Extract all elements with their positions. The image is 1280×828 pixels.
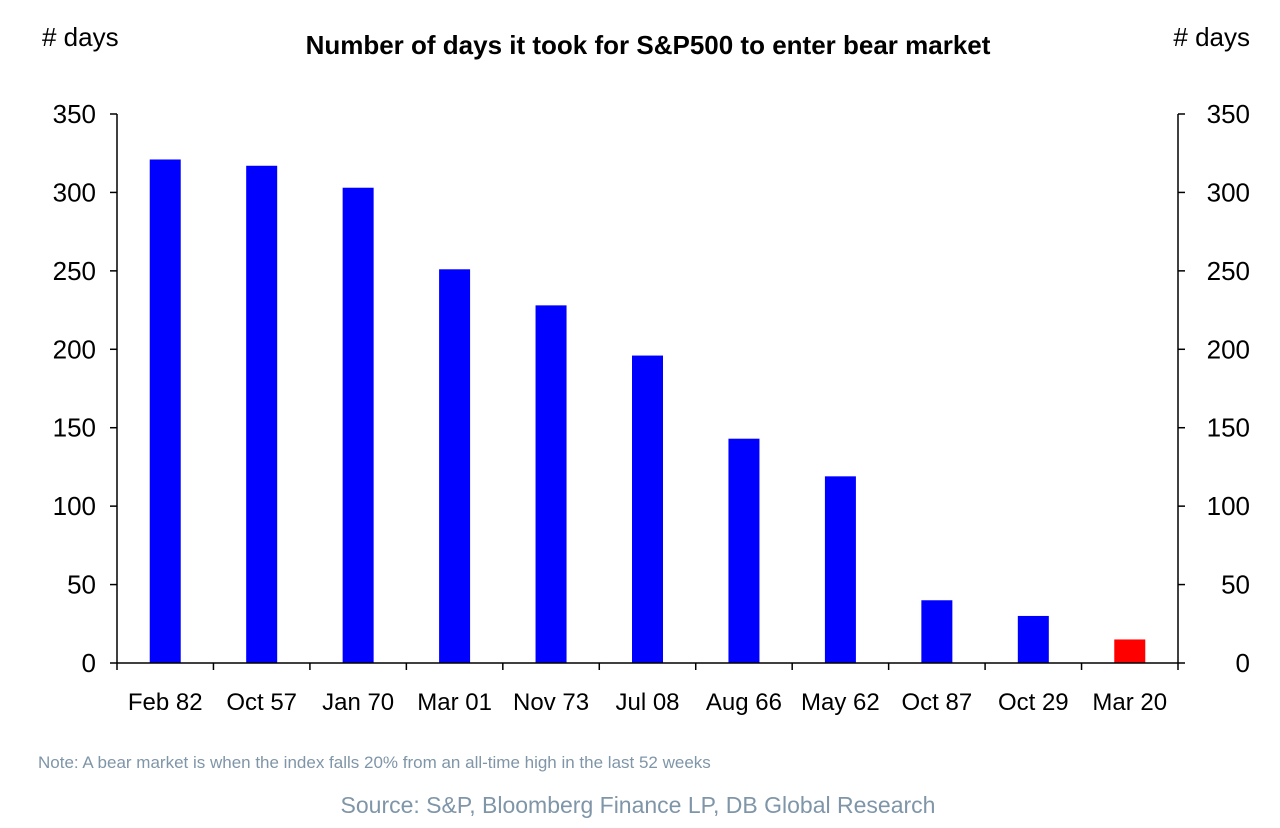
x-tick-label: Oct 57 [226, 689, 297, 716]
chart-source: Source: S&P, Bloomberg Finance LP, DB Gl… [341, 792, 936, 818]
category-labels: Feb 82 Oct 57 Jan 70 Mar 01 Nov 73 Jul 08 Aug … [128, 689, 1167, 716]
y-tick-label-right: 350 [1207, 99, 1250, 129]
bar-oct-29 [1017, 615, 1049, 663]
x-tick-label: Nov 73 [513, 689, 589, 716]
y-tick-label-left: 250 [53, 256, 96, 286]
x-tick-label: Oct 29 [998, 689, 1069, 716]
x-axis [116, 662, 1179, 670]
bar-jan-70 [342, 187, 374, 664]
x-tick-label: May 62 [801, 689, 880, 716]
x-tick-label: Oct 87 [902, 689, 973, 716]
x-tick-label: Mar 20 [1092, 689, 1167, 716]
x-tick-label: Mar 01 [417, 689, 492, 716]
y-tick-label-left: 150 [53, 413, 96, 443]
bar-oct-87 [921, 600, 953, 663]
y-tick-label-right: 300 [1207, 177, 1250, 207]
y-axis-label-left: # days [42, 22, 119, 52]
y-tick-label-right: 200 [1207, 334, 1250, 364]
x-tick-label: Jan 70 [322, 689, 394, 716]
y-tick-label-left: 350 [53, 99, 96, 129]
y-tick-label-right: 50 [1221, 570, 1250, 600]
chart-title: Number of days it took for S&P500 to ent… [306, 30, 991, 60]
y-tick-label-right: 250 [1207, 256, 1250, 286]
y-axis-label-right: # days [1173, 22, 1250, 52]
y-tick-label-left: 100 [53, 491, 96, 521]
y-tick-label-right: 100 [1207, 491, 1250, 521]
y-tick-label-left: 300 [53, 177, 96, 207]
x-tick-label: Aug 66 [706, 689, 782, 716]
y-tick-label-left: 50 [67, 570, 96, 600]
bar-jul-08 [632, 355, 663, 663]
bar-series [149, 159, 1146, 664]
y-tick-label-right: 150 [1207, 413, 1250, 443]
y-axis-left: 0 50 100 150 200 250 300 350 [53, 99, 118, 678]
bar-mar-01 [439, 269, 471, 663]
bar-may-62 [824, 476, 856, 663]
bar-aug-66 [728, 438, 760, 663]
bar-oct-57 [246, 165, 278, 663]
chart-note: Note: A bear market is when the index fa… [38, 753, 711, 772]
y-tick-label-right: 0 [1236, 648, 1250, 678]
y-tick-label-left: 200 [53, 334, 96, 364]
x-tick-label: Jul 08 [615, 689, 679, 716]
y-axis-right: 0 50 100 150 200 250 300 350 [1177, 99, 1250, 678]
y-tick-label-left: 0 [82, 648, 96, 678]
x-tick-label: Feb 82 [128, 689, 203, 716]
bar-feb-82 [149, 159, 181, 663]
bar-mar-20 [1114, 639, 1146, 663]
bar-nov-73 [535, 305, 567, 663]
